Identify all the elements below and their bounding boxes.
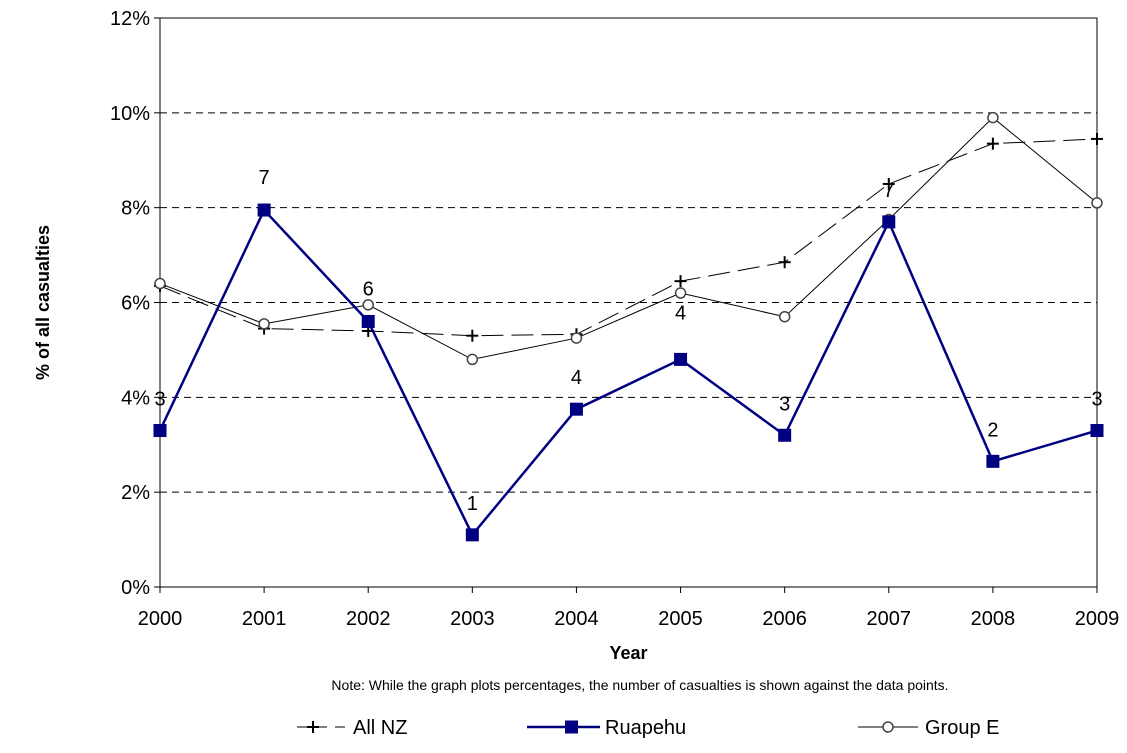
x-axis-title: Year (609, 643, 647, 663)
data-label: 3 (1091, 389, 1102, 411)
gridlines (160, 112, 1097, 493)
x-tick-label: 2002 (346, 608, 391, 630)
legend-label-group-e: Group E (925, 717, 999, 739)
data-label: 3 (779, 393, 790, 415)
data-point-ruapehu (257, 203, 271, 217)
x-tick-label: 2003 (450, 608, 495, 630)
y-tick-label: 6% (121, 293, 150, 315)
data-point-ruapehu (882, 215, 896, 229)
y-tick-label: 0% (121, 577, 150, 599)
y-axis-ticks: 0% 2% 4% 6% 8% 10% 12% (110, 8, 160, 599)
x-axis-ticks: 2000 2001 2002 2003 2004 2005 2006 2007 2008 2009 (138, 587, 1120, 630)
x-tick-label: 2006 (762, 608, 807, 630)
chart-note: Note: While the graph plots percentages,… (331, 677, 948, 693)
data-point-group-e (570, 332, 583, 344)
legend-label-ruapehu: Ruapehu (605, 717, 686, 739)
data-label: 1 (467, 493, 478, 515)
y-tick-label: 2% (121, 482, 150, 504)
series-line-all-nz (159, 138, 1098, 337)
data-point-ruapehu (674, 352, 688, 366)
legend-label-all-nz: All NZ (353, 717, 407, 739)
data-label: 7 (259, 167, 270, 189)
data-point-group-e (362, 299, 374, 311)
y-tick-label: 10% (110, 103, 150, 125)
x-tick-label: 2008 (971, 608, 1016, 630)
series-layer (153, 111, 1104, 542)
data-point-ruapehu (465, 528, 479, 542)
y-axis-title: % of all casualties (33, 225, 53, 380)
legend-item-ruapehu: Ruapehu (527, 717, 686, 739)
data-point-all-nz (466, 329, 479, 342)
data-point-all-nz (986, 137, 999, 150)
data-point-all-nz (674, 275, 687, 288)
data-point-group-e (987, 111, 999, 124)
data-point-group-e (778, 310, 791, 323)
x-tick-label: 2000 (138, 608, 183, 630)
data-label: 2 (987, 419, 998, 441)
data-point-all-nz (778, 256, 791, 269)
x-tick-label: 2007 (867, 608, 912, 630)
legend-marker (307, 721, 319, 733)
data-point-ruapehu (986, 454, 1000, 468)
data-point-all-nz (882, 177, 895, 190)
legend-marker (882, 721, 894, 733)
data-point-group-e (154, 277, 166, 290)
legend-item-all-nz: All NZ (297, 717, 407, 739)
data-point-ruapehu (361, 314, 375, 328)
y-tick-label: 4% (121, 387, 150, 409)
x-tick-label: 2004 (554, 608, 599, 630)
data-labels: 3 7 6 1 4 4 3 7 2 3 (154, 167, 1102, 515)
data-point-group-e (1091, 197, 1103, 209)
data-label: 7 (883, 180, 894, 202)
x-tick-label: 2009 (1075, 608, 1120, 630)
data-label: 3 (154, 389, 165, 411)
data-point-group-e (466, 353, 479, 366)
x-tick-label: 2005 (658, 608, 703, 630)
legend-marker (565, 720, 578, 734)
data-point-ruapehu (778, 428, 792, 442)
y-tick-label: 8% (121, 198, 150, 220)
x-tick-label: 2001 (242, 608, 287, 630)
data-label: 6 (363, 278, 374, 300)
y-tick-label: 12% (110, 8, 150, 30)
data-label: 4 (571, 367, 582, 389)
series-line-ruapehu (158, 207, 1098, 538)
data-point-all-nz (1091, 132, 1103, 145)
data-label: 4 (675, 302, 686, 324)
data-point-group-e (674, 287, 687, 299)
legend: All NZ Ruapehu Group E (297, 717, 999, 739)
legend-item-group-e: Group E (858, 717, 999, 739)
data-point-ruapehu (1090, 424, 1104, 438)
series-line-group-e (159, 116, 1098, 360)
data-point-ruapehu (153, 424, 167, 438)
data-point-ruapehu (569, 402, 583, 416)
data-point-group-e (258, 318, 270, 330)
